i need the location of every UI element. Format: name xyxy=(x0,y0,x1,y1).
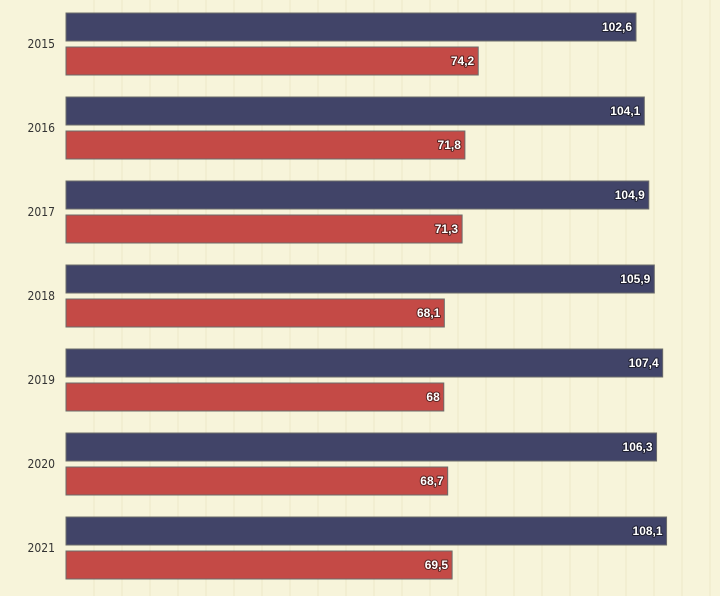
bar-2018-series-2 xyxy=(65,298,445,328)
data-label-2018-series-1: 105,9 xyxy=(620,272,650,286)
bar-2016-series-2 xyxy=(65,130,466,160)
data-label-2019-series-1: 107,4 xyxy=(629,356,659,370)
category-label-2016: 2016 xyxy=(28,121,56,135)
bar-2015-series-1 xyxy=(65,12,637,42)
data-label-2017-series-2: 71,3 xyxy=(435,222,459,236)
data-label-2016-series-1: 104,1 xyxy=(610,104,640,118)
labels: 102,6 74,2 2015 104,1 71,8 2016 104,9 71,3 2017 1… xyxy=(28,19,664,573)
category-label-2021: 2021 xyxy=(28,541,55,555)
category-label-2018: 2018 xyxy=(28,289,56,303)
bar-2020-series-1 xyxy=(65,432,658,462)
data-label-2017-series-1: 104,9 xyxy=(615,188,645,202)
bars xyxy=(65,12,668,580)
bar-2019-series-1 xyxy=(65,348,664,378)
bar-2017-series-2 xyxy=(65,214,463,244)
data-label-2018-series-2: 68,1 xyxy=(417,306,441,320)
bar-2016-series-1 xyxy=(65,96,645,126)
bar-2020-series-2 xyxy=(65,466,449,496)
category-label-2015: 2015 xyxy=(28,37,55,51)
data-label-2016-series-2: 71,8 xyxy=(438,138,462,152)
data-label-2020-series-2: 68,7 xyxy=(420,474,444,488)
data-label-2015-series-1: 102,6 xyxy=(602,20,632,34)
bar-2017-series-1 xyxy=(65,180,650,210)
bar-2021-series-2 xyxy=(65,550,453,580)
category-label-2019: 2019 xyxy=(28,373,56,387)
data-label-2021-series-2: 69,5 xyxy=(425,558,449,572)
bar-2019-series-2 xyxy=(65,382,445,412)
data-label-2019-series-2: 68 xyxy=(426,390,440,404)
bar-2018-series-1 xyxy=(65,264,655,294)
grid-lines xyxy=(93,0,711,596)
category-label-2017: 2017 xyxy=(28,205,55,219)
data-label-2015-series-2: 74,2 xyxy=(451,54,475,68)
data-label-2021-series-1: 108,1 xyxy=(633,524,663,538)
bar-2015-series-2 xyxy=(65,46,479,76)
data-label-2020-series-1: 106,3 xyxy=(623,440,653,454)
category-label-2020: 2020 xyxy=(28,457,56,471)
bar-2021-series-1 xyxy=(65,516,668,546)
